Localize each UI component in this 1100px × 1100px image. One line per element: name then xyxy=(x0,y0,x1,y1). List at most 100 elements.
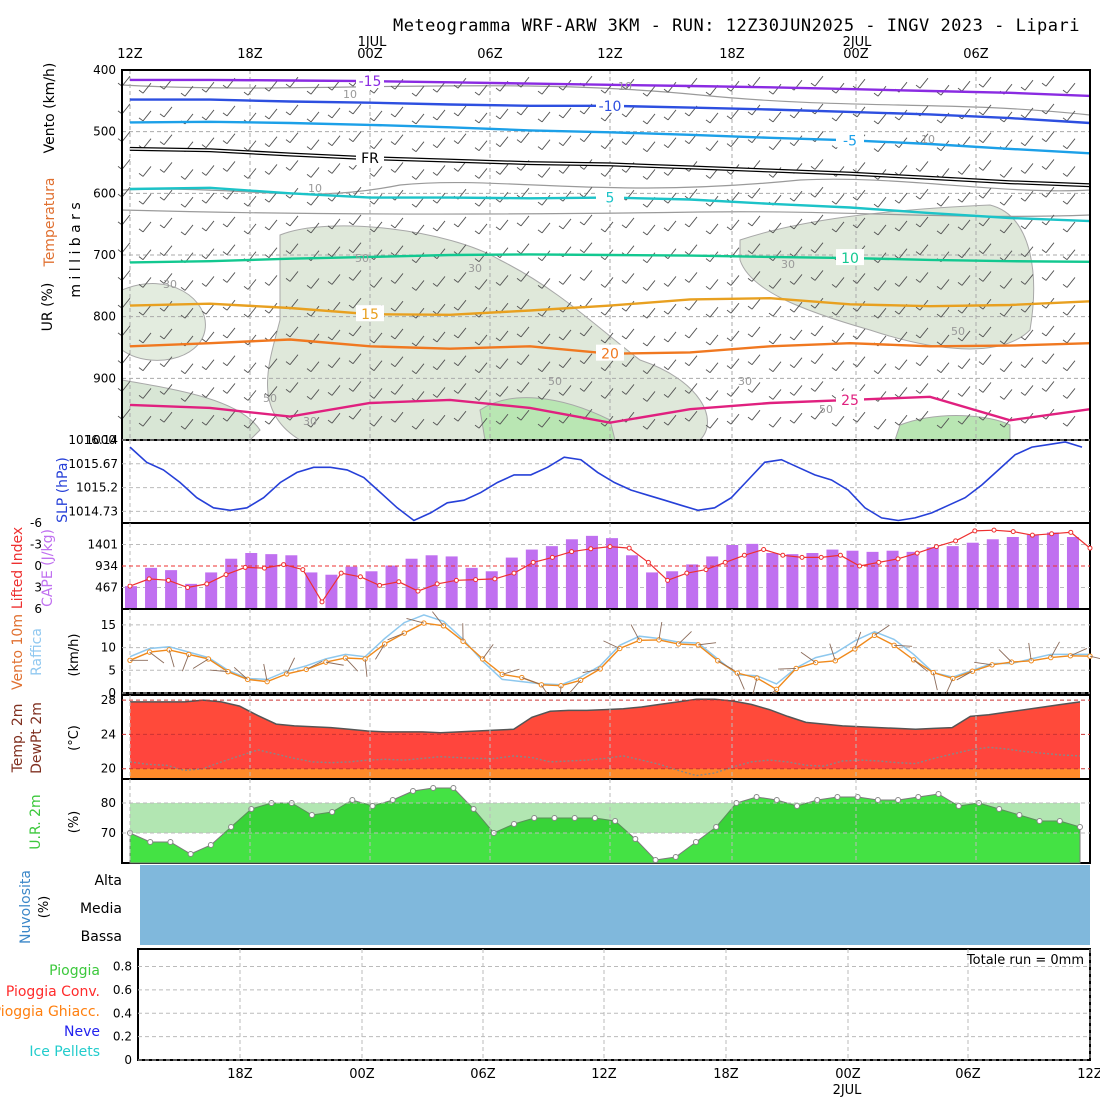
wind-barb xyxy=(180,169,194,180)
wind-barb xyxy=(1062,221,1076,233)
cape-bar xyxy=(585,535,598,609)
wind-barb xyxy=(747,187,761,199)
wind-barb xyxy=(873,113,887,125)
wind-barb xyxy=(243,362,257,374)
wind-barb xyxy=(726,275,740,286)
wind-barb xyxy=(999,278,1013,289)
wind-barb xyxy=(558,385,572,396)
lifted-index-point xyxy=(818,554,824,560)
wind-barb xyxy=(747,215,761,227)
cape-bar xyxy=(285,555,298,609)
lifted-index-point xyxy=(895,556,901,562)
top-tick-label: 12Z xyxy=(597,47,623,62)
wind-barb xyxy=(348,297,362,309)
wind-barb xyxy=(726,219,740,231)
wind-barb xyxy=(411,280,425,291)
cape-tick-label: 934 xyxy=(95,559,118,573)
wind-direction-arrow xyxy=(603,640,620,649)
wind-barb xyxy=(348,103,362,115)
wind-direction-arrow xyxy=(387,632,405,641)
bottom-tick-label: 18Z xyxy=(713,1067,739,1082)
wind-barb xyxy=(159,356,173,368)
rh-point xyxy=(834,794,841,800)
wind-barb xyxy=(327,107,341,119)
lifted-index-point xyxy=(972,528,978,534)
wind-direction-arrow xyxy=(874,624,890,636)
wind-barb xyxy=(1020,274,1034,285)
precip-tick-label: 0.8 xyxy=(113,960,132,974)
wind-barb xyxy=(810,186,824,198)
cape-bar xyxy=(545,546,558,609)
wind-barb xyxy=(873,280,887,291)
top-tick-label: 06Z xyxy=(963,47,989,62)
wind-barb xyxy=(495,413,509,425)
wind-barb xyxy=(768,83,782,95)
wind-barb xyxy=(537,333,551,345)
wind-barb xyxy=(663,387,677,398)
cape-bar xyxy=(946,546,959,609)
wind-barb xyxy=(789,218,803,230)
wind-barb xyxy=(768,222,782,234)
wind-barb xyxy=(327,385,341,396)
rh-point xyxy=(430,785,437,791)
cape-bar xyxy=(565,539,578,609)
lifted-index-point xyxy=(933,544,939,550)
wind-barb xyxy=(873,196,887,208)
wind-barb xyxy=(831,221,845,233)
wind-barb xyxy=(390,273,404,284)
isotherm-label-bg xyxy=(356,305,384,322)
wind-barb xyxy=(495,136,509,148)
wind-barb xyxy=(243,168,257,179)
wind-barb xyxy=(243,195,257,207)
wind-barb xyxy=(285,132,299,144)
wind-barb xyxy=(1062,388,1076,399)
wind-barb xyxy=(789,274,803,285)
wind-barb xyxy=(558,107,572,119)
lifted-index-point xyxy=(665,577,671,583)
wind-direction-arrow xyxy=(345,657,359,672)
label-temperatura: Temperatura xyxy=(42,178,58,268)
wind-barb xyxy=(138,166,152,177)
lifted-index-point xyxy=(684,570,690,576)
wind-barb xyxy=(348,242,362,254)
wind-barb xyxy=(705,306,719,318)
wind-direction-arrow xyxy=(998,649,1012,663)
wind-barb xyxy=(1062,304,1076,316)
lifted-index-point xyxy=(185,585,191,590)
wind-barb xyxy=(726,330,740,342)
wind-barb xyxy=(390,162,404,173)
wind-barb xyxy=(1062,166,1076,177)
wind-barb xyxy=(411,335,425,347)
rh-tick-label: 80 xyxy=(101,796,116,810)
wind-direction-arrow xyxy=(945,678,954,696)
wind-barb xyxy=(1020,107,1034,119)
lifted-index-point xyxy=(588,546,594,552)
cloud-level-alta: Alta xyxy=(94,873,122,889)
wind-barb xyxy=(579,242,593,254)
wind-barb xyxy=(1062,249,1076,261)
rh-contour-label: 30 xyxy=(303,415,317,428)
lifted-index-point xyxy=(434,581,440,587)
wind-barb xyxy=(243,84,257,96)
rh-contour-label: 50 xyxy=(355,252,369,265)
cape-panel: 467 934 1401 -6 -3 0 3 6 xyxy=(30,516,1093,616)
wind-barb xyxy=(201,303,215,315)
wind-barb xyxy=(411,85,425,97)
wind-barb xyxy=(705,112,719,124)
wind-barb xyxy=(159,411,173,423)
wind-barb xyxy=(705,390,719,401)
wind-barb xyxy=(1041,353,1055,365)
wind-barb xyxy=(180,418,194,430)
wind-barb xyxy=(201,220,215,232)
wind-barb xyxy=(222,355,236,367)
wind-barb xyxy=(999,416,1013,428)
wind-barb xyxy=(495,275,509,286)
wind-barb xyxy=(306,194,320,206)
wind-barb xyxy=(999,305,1013,317)
isotherm-label-bg xyxy=(596,344,624,361)
rh-contour-label: 30 xyxy=(781,258,795,271)
rh-shaded-region xyxy=(121,283,206,361)
wind-barb xyxy=(852,300,866,312)
rh-point xyxy=(652,857,659,863)
wind-barb xyxy=(453,105,467,117)
